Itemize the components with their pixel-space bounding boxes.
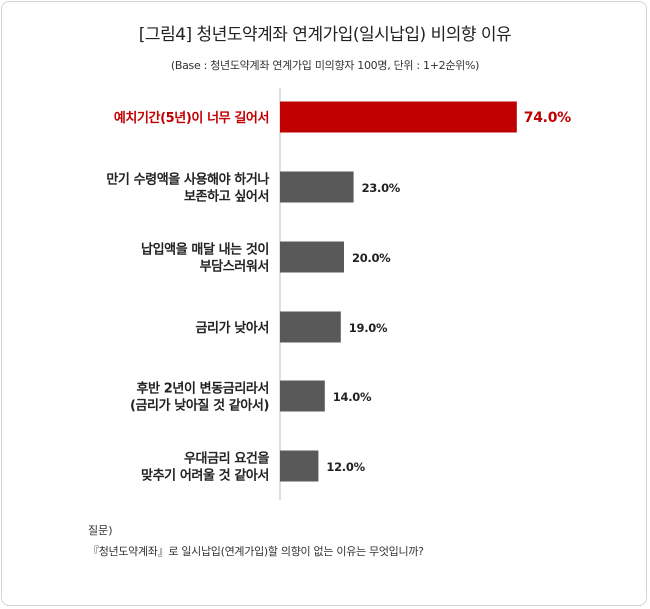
bar-2 bbox=[280, 241, 344, 273]
value-label-2: 20.0% bbox=[352, 251, 391, 265]
bar-3 bbox=[280, 311, 341, 343]
chart-subtitle: (Base : 청년도약계좌 연계가입 미의향자 100명, 단위 : 1+2순… bbox=[170, 59, 480, 72]
bar-5 bbox=[280, 450, 319, 482]
bars-group: 74.0% 예치기간(5년)이 너무 길어서 23.0% 만기 수령액을 사용해야 하… bbox=[106, 101, 571, 484]
category-label-2-1: 부담스러워서 bbox=[200, 259, 269, 275]
category-label-4-0: 후반 2년이 변동금리라서 bbox=[137, 381, 270, 397]
category-label-4-1: (금리가 낮아질 것 같아서) bbox=[130, 398, 269, 414]
category-label-5-0: 우대금리 요건을 bbox=[184, 451, 269, 467]
category-label-1-1: 보존하고 싶어서 bbox=[184, 189, 269, 205]
category-label-3-0: 금리가 낮아서 bbox=[196, 320, 270, 336]
value-label-3: 19.0% bbox=[349, 321, 388, 335]
value-label-4: 14.0% bbox=[333, 390, 372, 404]
bar-0 bbox=[280, 101, 517, 133]
value-label-0: 74.0% bbox=[524, 110, 571, 126]
bar-4 bbox=[280, 380, 325, 412]
value-label-1: 23.0% bbox=[362, 181, 401, 195]
category-label-5-1: 맞추기 어려울 것 같아서 bbox=[141, 468, 269, 484]
footer-question-text: 『청년도약계좌』로 일시납입(연계가입)할 의향이 없는 이유는 무엇입니까? bbox=[88, 545, 424, 558]
category-label-2-0: 납입액을 매달 내는 것이 bbox=[141, 242, 269, 258]
category-label-1-0: 만기 수령액을 사용해야 하거나 bbox=[106, 172, 269, 188]
bar-1 bbox=[280, 171, 354, 203]
chart-title: [그림4] 청년도약계좌 연계가입(일시납입) 비의향 이유 bbox=[138, 25, 512, 45]
category-label-0-0: 예치기간(5년)이 너무 길어서 bbox=[114, 110, 269, 126]
footer-question-label: 질문) bbox=[88, 524, 113, 537]
value-label-5: 12.0% bbox=[326, 460, 365, 474]
